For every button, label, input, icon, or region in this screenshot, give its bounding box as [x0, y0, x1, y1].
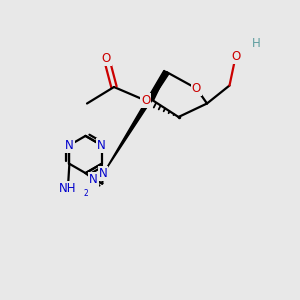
Text: O: O	[231, 50, 240, 64]
Text: N: N	[99, 167, 107, 180]
Text: N: N	[97, 139, 106, 152]
Polygon shape	[103, 70, 169, 174]
Text: O: O	[141, 94, 150, 107]
Text: NH: NH	[59, 182, 76, 195]
Text: O: O	[102, 52, 111, 65]
Text: H: H	[252, 37, 261, 50]
Text: O: O	[192, 82, 201, 95]
Text: N: N	[65, 139, 74, 152]
Text: 2: 2	[83, 189, 88, 198]
Text: N: N	[89, 173, 98, 186]
